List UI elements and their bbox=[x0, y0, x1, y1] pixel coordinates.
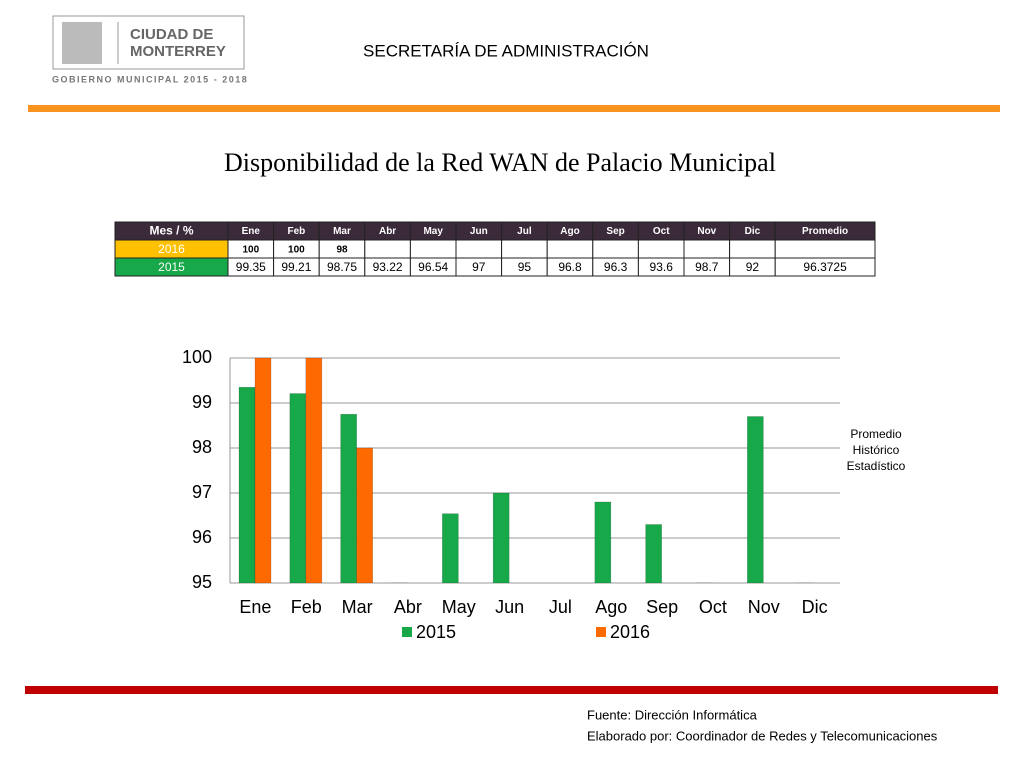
cell-text: 92 bbox=[746, 260, 760, 274]
x-tick-label: Ene bbox=[239, 597, 271, 617]
x-tick-label: Jul bbox=[549, 597, 572, 617]
y-tick-label: 95 bbox=[192, 572, 212, 592]
legend-label: 2016 bbox=[610, 622, 650, 642]
cell bbox=[729, 239, 776, 259]
header-text: Ene bbox=[242, 226, 261, 237]
header-text: Jul bbox=[517, 226, 532, 237]
header-text: Jun bbox=[470, 226, 488, 237]
bar bbox=[340, 413, 357, 583]
row-label: 2015 bbox=[158, 260, 185, 274]
cell bbox=[546, 239, 594, 259]
legend-swatch bbox=[402, 627, 412, 637]
cell-text: 95 bbox=[518, 260, 532, 274]
x-tick-label: Oct bbox=[699, 597, 727, 617]
logo-emblem bbox=[62, 22, 102, 64]
x-tick-label: Abr bbox=[394, 597, 422, 617]
cell-text: 93.6 bbox=[650, 260, 674, 274]
logo-line: CIUDAD DE bbox=[130, 26, 213, 43]
y-tick-label: 100 bbox=[182, 347, 212, 367]
header-text: Mar bbox=[333, 226, 351, 237]
bar bbox=[594, 501, 612, 583]
bar bbox=[391, 582, 408, 583]
y-tick-label: 96 bbox=[192, 527, 212, 547]
cell-text: 93.22 bbox=[373, 260, 403, 274]
legend-swatch bbox=[596, 627, 606, 637]
logo-line: MONTERREY bbox=[130, 43, 226, 60]
header-text: Oct bbox=[653, 226, 670, 237]
cell bbox=[637, 239, 685, 259]
y-tick-label: 97 bbox=[192, 482, 212, 502]
bars bbox=[238, 357, 815, 583]
row-label: 2016 bbox=[158, 242, 185, 256]
header-text: Ago bbox=[560, 226, 579, 237]
cell bbox=[364, 239, 411, 259]
cell-text: 100 bbox=[288, 245, 305, 256]
bottom-rule bbox=[25, 686, 998, 694]
cell-text: 98.7 bbox=[695, 260, 719, 274]
chart: 95 96 97 98 99 100 Ene Feb Mar Abr May Jun Jul Ago Sep… bbox=[182, 347, 906, 642]
bar bbox=[254, 357, 272, 583]
cell-text: 98 bbox=[336, 245, 348, 256]
data-table: Mes / % Ene Feb Mar Abr May Jun Jul Ago Sep Oct Nov… bbox=[114, 221, 876, 277]
cell-text: 97 bbox=[472, 260, 486, 274]
header-text: Promedio bbox=[802, 226, 848, 237]
cell bbox=[501, 239, 548, 259]
header-text: Mes / % bbox=[149, 224, 193, 238]
header-text: Nov bbox=[697, 226, 716, 237]
cell-text: 99.21 bbox=[281, 260, 311, 274]
header-text: May bbox=[423, 226, 443, 237]
x-tick-label: Nov bbox=[748, 597, 780, 617]
x-tick-label: May bbox=[442, 597, 476, 617]
annotation: Histórico bbox=[853, 443, 900, 457]
top-rule bbox=[28, 105, 1000, 112]
legend-label: 2015 bbox=[416, 622, 456, 642]
y-tick-label: 98 bbox=[192, 437, 212, 457]
logo-box bbox=[52, 15, 245, 70]
cell-text: 99.35 bbox=[236, 260, 266, 274]
header-text: Feb bbox=[288, 226, 306, 237]
cell-text: 96.3 bbox=[604, 260, 628, 274]
cell-text: 98.75 bbox=[327, 260, 357, 274]
cell-text: 96.8 bbox=[558, 260, 582, 274]
cell-text: 96.3725 bbox=[803, 260, 847, 274]
bar bbox=[492, 492, 510, 583]
cell bbox=[409, 239, 457, 259]
x-tick-label: Ago bbox=[595, 597, 627, 617]
bar bbox=[645, 524, 662, 583]
logo-subtitle: GOBIERNO MUNICIPAL 2015 - 2018 bbox=[52, 74, 248, 84]
annotation: Promedio bbox=[850, 427, 902, 441]
header-text: Dic bbox=[745, 226, 761, 237]
cell bbox=[774, 239, 876, 259]
bar bbox=[356, 447, 373, 583]
department: SECRETARÍA DE ADMINISTRACIÓN bbox=[363, 41, 649, 60]
cell bbox=[592, 239, 639, 259]
annotation: Estadístico bbox=[847, 459, 906, 473]
page-title: Disponibilidad de la Red WAN de Palacio … bbox=[224, 148, 776, 177]
x-tick-label: Feb bbox=[291, 597, 322, 617]
bar bbox=[305, 357, 323, 583]
cell bbox=[774, 257, 876, 277]
footer-source: Fuente: Dirección Informática bbox=[587, 707, 758, 722]
bar bbox=[747, 416, 764, 583]
cell-text: 96.54 bbox=[418, 260, 448, 274]
header-text: Abr bbox=[379, 226, 396, 237]
x-tick-label: Mar bbox=[342, 597, 373, 617]
x-tick-label: Jun bbox=[495, 597, 524, 617]
cell bbox=[683, 239, 731, 259]
cell bbox=[455, 239, 503, 259]
bar bbox=[238, 386, 256, 583]
bar bbox=[442, 513, 459, 583]
header-text: Sep bbox=[606, 226, 624, 237]
x-tick-label: Dic bbox=[802, 597, 828, 617]
x-tick-label: Sep bbox=[646, 597, 678, 617]
bar bbox=[289, 393, 307, 583]
y-tick-label: 99 bbox=[192, 392, 212, 412]
footer-author: Elaborado por: Coordinador de Redes y Te… bbox=[587, 728, 938, 743]
cell-text: 100 bbox=[242, 245, 259, 256]
